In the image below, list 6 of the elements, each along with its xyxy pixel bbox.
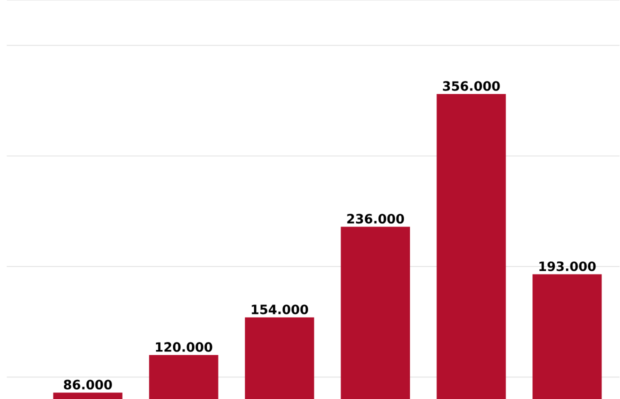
data-label: 86.000: [64, 380, 112, 390]
data-label: 193.000: [539, 261, 596, 272]
data-label: 356.000: [442, 81, 500, 91]
data-label: 120.000: [156, 342, 212, 352]
data-label: 154.000: [252, 304, 308, 314]
data-label: 236.000: [347, 214, 404, 224]
